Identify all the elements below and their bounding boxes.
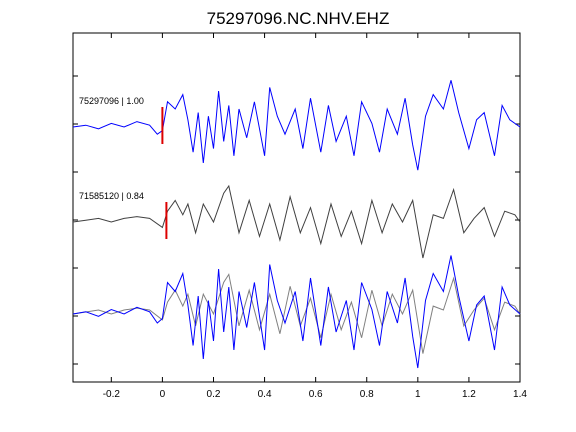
plot-frame [72,32,521,383]
trace-label: 75297096 | 1.00 [79,96,144,106]
x-tick-label: 0.6 [309,389,323,400]
x-tick-label: 0.8 [360,389,374,400]
x-tick-label: 0.2 [207,389,221,400]
x-tick-label: 0.4 [258,389,272,400]
chart-title: 75297096.NC.NHV.EHZ [207,9,390,28]
x-tick-label: 0 [160,389,166,400]
x-tick-label: 1.2 [462,389,476,400]
trace-label: 71585120 | 0.84 [79,191,144,201]
trace-line [72,184,521,259]
overlay-trace-line [72,255,521,369]
x-tick-label: 1 [415,389,421,400]
trace-group: 75297096 | 1.00 71585120 | 0.84 [72,80,521,369]
axis-ticks: -0.2 0 0.2 0.4 0.6 0.8 1 1.2 1.4 [73,33,527,400]
trace-line [72,80,521,171]
x-tick-label: 1.4 [513,389,527,400]
overlay-trace-line [72,273,521,354]
x-tick-label: -0.2 [103,389,121,400]
